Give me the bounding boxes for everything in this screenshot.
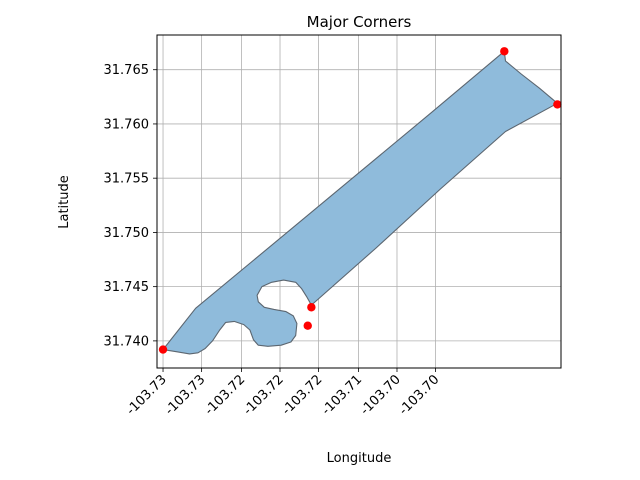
data-layer	[158, 47, 562, 355]
y-tick-label: 31.765	[104, 63, 150, 78]
x-axis-label: Longitude	[327, 451, 392, 466]
parcel-polygon	[162, 50, 558, 355]
y-tick-label: 31.755	[104, 172, 150, 187]
y-tick-label: 31.740	[104, 334, 150, 349]
corner-point	[307, 303, 316, 312]
y-axis: 31.740 31.745 31.750 31.755 31.760 31.765	[104, 63, 157, 349]
chart-title: Major Corners	[307, 13, 412, 31]
y-tick-label: 31.745	[104, 280, 150, 295]
corner-point	[303, 321, 312, 330]
y-tick-label: 31.760	[104, 117, 150, 132]
corner-point	[553, 100, 562, 109]
corner-point	[158, 345, 168, 354]
plot-frame	[156, 34, 562, 369]
y-axis-label: Latitude	[57, 175, 72, 229]
corner-point	[500, 47, 509, 56]
y-tick-label: 31.750	[104, 226, 150, 241]
